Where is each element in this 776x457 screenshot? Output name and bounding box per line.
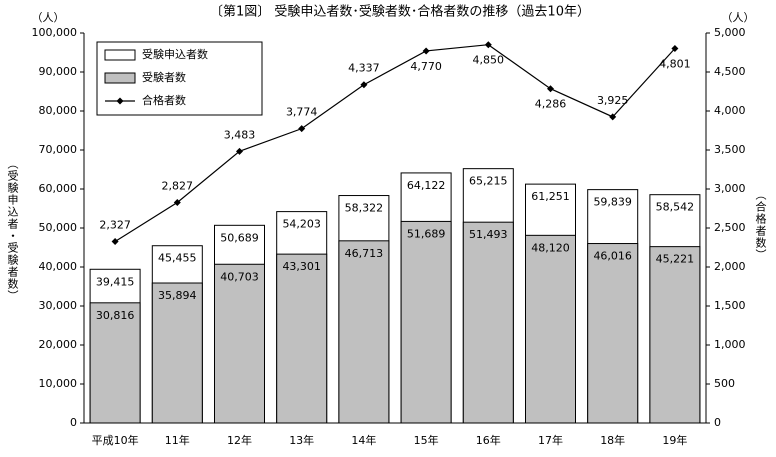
bar-value-label: 59,839 xyxy=(593,196,632,209)
line-marker xyxy=(360,81,368,89)
y2-tick-label: 500 xyxy=(714,377,735,390)
bar-value-label: 46,713 xyxy=(345,247,384,260)
bar-value-label: 51,689 xyxy=(407,227,446,240)
bar-value-label: 30,816 xyxy=(96,309,135,322)
legend-swatch xyxy=(104,72,136,84)
legend-swatch xyxy=(104,49,136,61)
legend-marker xyxy=(116,97,124,105)
line-value-label: 4,337 xyxy=(348,62,380,75)
line-marker xyxy=(422,47,430,55)
y-tick-label: 90,000 xyxy=(39,65,78,78)
bar-value-label: 58,542 xyxy=(656,201,695,214)
y-tick-label: 60,000 xyxy=(39,182,78,195)
line xyxy=(114,44,676,243)
line-marker xyxy=(173,198,181,206)
y2-tick-label: 5,000 xyxy=(714,26,746,39)
bar-value-label: 43,301 xyxy=(282,260,321,273)
bar xyxy=(400,220,452,424)
bar-value-label: 46,016 xyxy=(593,250,632,263)
bar-value-label: 40,703 xyxy=(220,270,259,283)
bar xyxy=(462,221,514,424)
x-tick-label: 14年 xyxy=(351,433,376,447)
bar-value-label: 48,120 xyxy=(531,241,570,254)
bar xyxy=(649,246,701,424)
line-marker xyxy=(671,45,679,53)
line-value-label: 3,925 xyxy=(597,94,629,107)
line-marker xyxy=(609,113,617,121)
x-tick-label: 11年 xyxy=(165,433,190,447)
bar-value-label: 39,415 xyxy=(96,275,135,288)
y2-tick-label: 1,000 xyxy=(714,338,746,351)
bar-value-label: 45,455 xyxy=(158,252,197,265)
bar xyxy=(276,253,328,424)
legend-label: 合格者数 xyxy=(142,93,186,107)
y2-axis-label: （合格者数） xyxy=(754,189,767,261)
x-tick-label: 平成10年 xyxy=(92,433,139,447)
line-value-label: 3,483 xyxy=(224,128,256,141)
bar-value-label: 65,215 xyxy=(469,175,508,188)
legend-label: 受験申込者数 xyxy=(142,47,208,61)
y-tick-label: 40,000 xyxy=(39,260,78,273)
x-tick-label: 18年 xyxy=(600,433,625,447)
bar-value-label: 58,322 xyxy=(345,202,384,215)
x-tick-label: 12年 xyxy=(227,433,252,447)
bar xyxy=(525,234,576,424)
y2-tick-label: 4,000 xyxy=(714,104,746,117)
line-value-label: 4,850 xyxy=(473,54,505,67)
y-tick-label: 80,000 xyxy=(39,104,78,117)
y-tick-label: 20,000 xyxy=(39,338,78,351)
bar-value-label: 51,493 xyxy=(469,228,508,241)
line-marker xyxy=(547,85,554,93)
bar xyxy=(89,302,141,424)
line-marker xyxy=(298,125,306,133)
y2-tick-label: 2,500 xyxy=(714,221,746,234)
x-tick-label: 17年 xyxy=(538,433,563,447)
bar xyxy=(338,240,390,424)
y-tick-label: 100,000 xyxy=(32,26,78,39)
line-value-label: 4,770 xyxy=(410,60,442,73)
chart-title: 〔第1図〕 受験申込者数･受験者数･合格者数の推移（過去10年） xyxy=(210,4,590,20)
line-marker xyxy=(484,41,492,49)
line-value-label: 4,801 xyxy=(659,58,691,71)
bar xyxy=(587,243,639,424)
y-tick-label: 70,000 xyxy=(39,143,78,156)
x-tick-label: 13年 xyxy=(289,433,314,447)
x-tick-label: 19年 xyxy=(662,433,687,447)
bar-value-label: 64,122 xyxy=(407,179,446,192)
y2-tick-label: 2,000 xyxy=(714,260,746,273)
y2-tick-label: 3,000 xyxy=(714,182,746,195)
line-value-label: 2,327 xyxy=(99,218,131,231)
y2-tick-label: 4,500 xyxy=(714,65,746,78)
y-tick-label: 10,000 xyxy=(39,377,78,390)
bar-value-label: 45,221 xyxy=(656,253,695,266)
line-value-label: 4,286 xyxy=(535,98,567,111)
y-unit: （人） xyxy=(32,11,65,24)
y2-tick-label: 3,500 xyxy=(714,143,746,156)
bar-value-label: 35,894 xyxy=(158,289,197,302)
y2-unit: （人） xyxy=(722,11,755,24)
legend-label: 受験者数 xyxy=(142,70,186,84)
y-axis-label: （受験申込者・受験者数） xyxy=(6,158,19,302)
bar-value-label: 54,203 xyxy=(282,218,321,231)
y-tick-label: 30,000 xyxy=(39,299,78,312)
y-tick-label: 50,000 xyxy=(39,221,78,234)
line-marker xyxy=(111,237,119,245)
line-value-label: 3,774 xyxy=(286,106,318,119)
bar xyxy=(151,282,203,424)
y-tick-label: 0 xyxy=(70,416,77,429)
x-tick-label: 16年 xyxy=(476,433,501,447)
bar xyxy=(214,263,265,424)
x-tick-label: 15年 xyxy=(414,433,439,447)
bar-value-label: 50,689 xyxy=(220,231,259,244)
y2-tick-label: 0 xyxy=(714,416,721,429)
line-marker xyxy=(236,147,243,155)
bar-value-label: 61,251 xyxy=(531,190,570,203)
line-value-label: 2,827 xyxy=(162,179,194,192)
y2-tick-label: 1,500 xyxy=(714,299,746,312)
